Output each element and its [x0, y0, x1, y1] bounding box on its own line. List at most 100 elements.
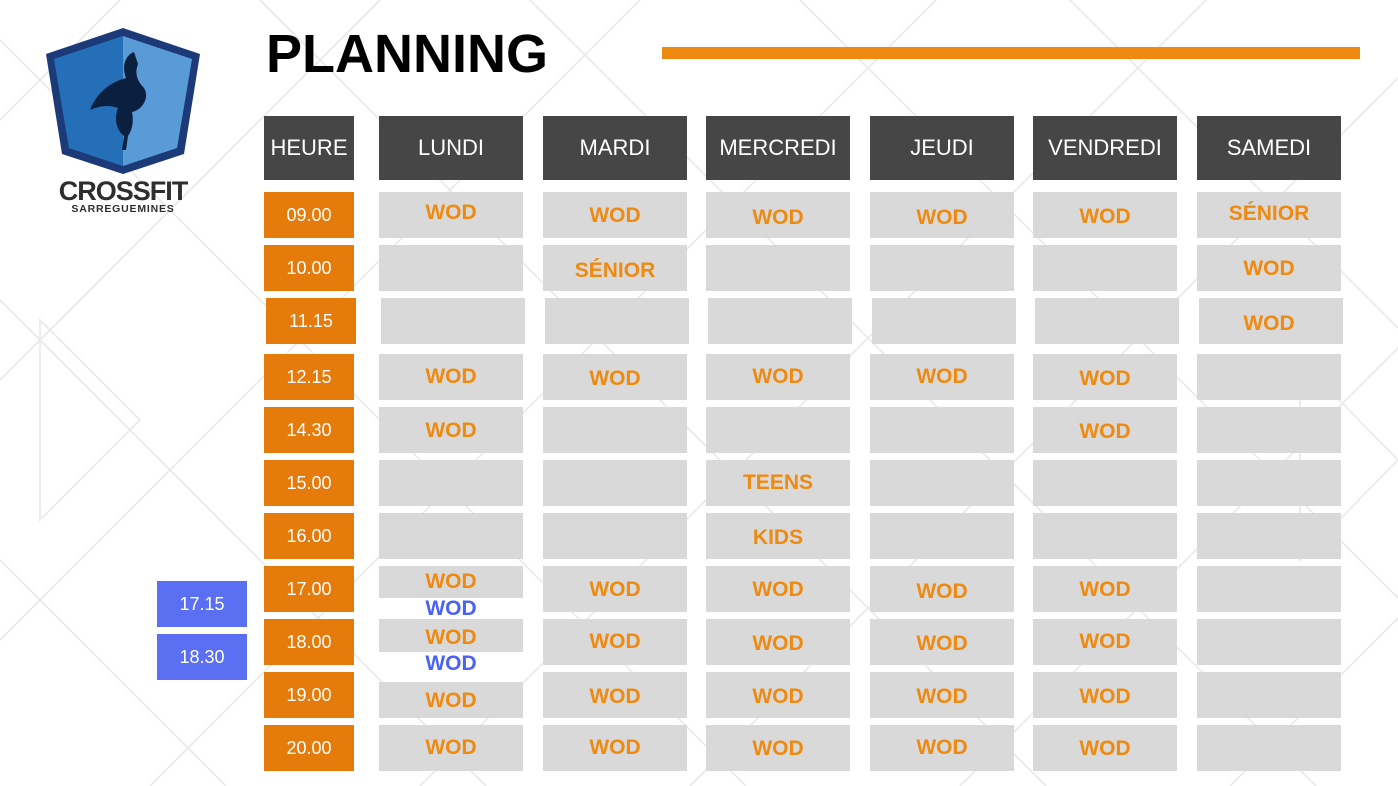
session-label: WOD [589, 578, 641, 601]
schedule-cell-mardi [543, 407, 687, 453]
session-label: WOD [916, 365, 968, 388]
session-label: WOD [425, 736, 477, 759]
session-label: WOD [1243, 257, 1295, 280]
schedule-cell-samedi [1197, 513, 1341, 559]
schedule-cell-mercredi [706, 354, 850, 400]
schedule-cell-samedi [1197, 407, 1341, 453]
schedule-cell-mardi [543, 672, 687, 718]
schedule-cell-lundi [379, 682, 523, 718]
schedule-cell-samedi [1199, 298, 1343, 344]
schedule-cell-vendredi [1033, 407, 1177, 453]
schedule-cell-jeudi [870, 460, 1014, 506]
schedule-cell-mardi [543, 513, 687, 559]
session-label: WOD [1079, 737, 1131, 760]
schedule-cell-lundi [379, 407, 523, 453]
session-label: WOD [916, 736, 968, 759]
time-slot: 11.15 [266, 298, 356, 344]
time-slot: 14.30 [264, 407, 354, 453]
session-label: WOD [1079, 630, 1131, 653]
session-label: WOD [1243, 312, 1295, 335]
heron-shield-icon [46, 28, 200, 174]
schedule-cell-samedi [1197, 566, 1341, 612]
schedule-cell-samedi [1197, 619, 1341, 665]
schedule-cell-jeudi [870, 619, 1014, 665]
time-slot: 16.00 [264, 513, 354, 559]
schedule-cell-mardi [543, 245, 687, 291]
schedule-cell-vendredi [1033, 460, 1177, 506]
time-slot: 17.00 [264, 566, 354, 612]
schedule-cell-lundi [379, 460, 523, 506]
schedule-cell-samedi [1197, 192, 1341, 238]
schedule-cell-mardi [543, 725, 687, 771]
time-slot: 15.00 [264, 460, 354, 506]
header-samedi: SAMEDI [1197, 116, 1341, 180]
schedule-cell-vendredi [1033, 354, 1177, 400]
session-label: WOD [752, 578, 804, 601]
session-label: SÉNIOR [574, 259, 656, 282]
header-mardi: MARDI [543, 116, 687, 180]
schedule-cell-vendredi [1035, 298, 1179, 344]
schedule-cell-lundi [379, 354, 523, 400]
schedule-cell-mercredi [706, 672, 850, 718]
session-label: WOD [589, 367, 641, 390]
session-label: WOD [589, 736, 641, 759]
logo-title: CROSSFIT [58, 176, 189, 206]
schedule-cell-mardi [543, 566, 687, 612]
schedule-cell-mardi [543, 192, 687, 238]
session-label: WOD [425, 626, 477, 649]
schedule-cell-mercredi [706, 619, 850, 665]
session-label: WOD [1079, 205, 1131, 228]
schedule-cell-jeudi [870, 725, 1014, 771]
schedule-cell-vendredi [1033, 513, 1177, 559]
schedule-cell-vendredi [1033, 566, 1177, 612]
header-lundi: LUNDI [379, 116, 523, 180]
extra-session-label: WOD [425, 597, 477, 620]
time-slot: 09.00 [264, 192, 354, 238]
schedule-cell-mercredi [706, 407, 850, 453]
schedule-cell-jeudi [870, 513, 1014, 559]
session-label: KIDS [752, 526, 804, 549]
logo-wordmark: CROSSFIT SARREGUEMINES [38, 176, 208, 215]
header-jeudi: JEUDI [870, 116, 1014, 180]
schedule-cell-lundi [379, 192, 523, 238]
session-label: WOD [1079, 367, 1131, 390]
extra-time-slot: 18.30 [157, 634, 247, 680]
time-slot: 19.00 [264, 672, 354, 718]
schedule-cell-jeudi [870, 566, 1014, 612]
time-slot: 10.00 [264, 245, 354, 291]
schedule-cell-samedi [1197, 354, 1341, 400]
schedule-cell-mercredi [706, 566, 850, 612]
schedule-cell-vendredi [1033, 725, 1177, 771]
session-label: SÉNIOR [1228, 202, 1310, 225]
extra-session-gap [379, 652, 523, 668]
session-label: WOD [425, 689, 477, 712]
schedule-cell-lundi [381, 298, 525, 344]
session-label: WOD [425, 419, 477, 442]
crossfit-logo [38, 26, 208, 181]
schedule-cell-mercredi [706, 460, 850, 506]
logo-subtitle: SARREGUEMINES [71, 203, 175, 215]
schedule-cell-lundi [379, 566, 523, 599]
title-accent-bar [662, 47, 1360, 59]
schedule-cell-mercredi [706, 192, 850, 238]
session-label: WOD [425, 201, 477, 224]
schedule-cell-lundi [379, 245, 523, 291]
schedule-cell-samedi [1197, 460, 1341, 506]
header-vendredi: VENDREDI [1033, 116, 1177, 180]
schedule-cell-mardi [543, 460, 687, 506]
session-label: WOD [752, 685, 804, 708]
session-label: WOD [425, 570, 477, 593]
session-label: WOD [916, 580, 968, 603]
schedule-cell-lundi [379, 619, 523, 652]
header-mercredi: MERCREDI [706, 116, 850, 180]
schedule-cell-vendredi [1033, 245, 1177, 291]
schedule-cell-jeudi [870, 245, 1014, 291]
session-label: WOD [425, 365, 477, 388]
schedule-cell-mardi [545, 298, 689, 344]
extra-session-label: WOD [425, 652, 477, 675]
schedule-cell-samedi [1197, 725, 1341, 771]
schedule-cell-jeudi [870, 192, 1014, 238]
schedule-cell-vendredi [1033, 672, 1177, 718]
session-label: WOD [589, 204, 641, 227]
session-label: WOD [589, 630, 641, 653]
